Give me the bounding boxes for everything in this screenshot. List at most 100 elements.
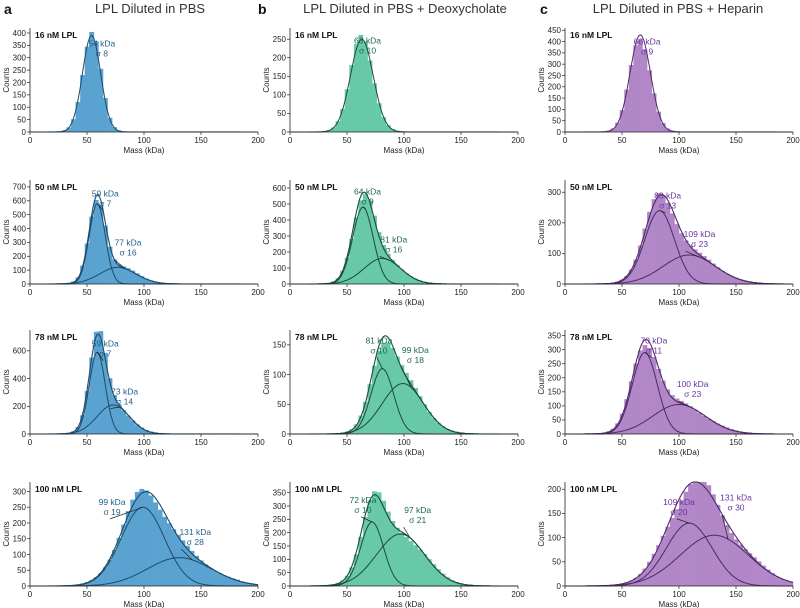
histogram-bar [148, 280, 154, 284]
panel-letter-c: c [540, 1, 548, 17]
histogram-bar [235, 579, 241, 586]
histogram-bar [139, 488, 145, 586]
histogram-bar [349, 567, 355, 586]
x-tick-label: 50 [83, 590, 92, 599]
y-tick-label: 250 [13, 503, 27, 512]
histogram-bar [180, 540, 186, 586]
y-tick-label: 150 [548, 94, 562, 103]
histogram-bar [701, 416, 707, 434]
gaussian-fit-curve [30, 34, 258, 133]
y-tick-label: 50 [17, 115, 26, 124]
histogram-bar [656, 368, 662, 434]
histogram-bar [381, 117, 387, 132]
annotation-leader-line [676, 518, 690, 524]
histogram-bar [130, 499, 136, 586]
histogram-bar [107, 378, 113, 434]
histogram-bar [697, 482, 703, 586]
panel-b: b LPL Diluted in PBS + Deoxycholate 0 50 100… [258, 1, 525, 608]
histogram-bar [367, 384, 373, 434]
x-tick-label: 200 [511, 590, 525, 599]
x-tick-label: 0 [288, 136, 293, 145]
histogram-bar [134, 273, 140, 284]
histogram-bar [738, 431, 744, 434]
x-tick-label: 100 [137, 590, 151, 599]
y-tick-label: 100 [548, 533, 562, 542]
y-tick-label: 100 [273, 370, 287, 379]
peak-sigma-label: σ 23 [691, 239, 708, 249]
peak-sigma-label: σ 13 [659, 201, 676, 211]
histogram-bar [647, 561, 652, 586]
histogram-bar [226, 576, 231, 586]
histogram-bar [783, 580, 789, 586]
peak-mass-label: 59 kDa [92, 189, 119, 199]
histogram-bar [647, 347, 652, 434]
y-axis-label: Counts [537, 219, 546, 244]
histogram-bar [358, 200, 364, 284]
peak-sigma-label: σ 14 [116, 396, 133, 406]
histogram-bar [747, 281, 753, 284]
histogram-bar [435, 569, 441, 586]
peak-mass-label: 131 kDa [179, 527, 211, 537]
histogram-a-4: 0 50 100 150 200 250 300 0 50 100 150 200 Mass (kDa)… [2, 482, 265, 608]
histogram-bar [404, 536, 409, 586]
histogram-bar [770, 573, 776, 586]
y-tick-label: 50 [552, 558, 561, 567]
histogram-bar [394, 356, 400, 434]
histogram-bar [656, 111, 662, 132]
annotation-leader-line [362, 206, 366, 209]
histogram-bar [75, 427, 81, 434]
histogram-bar [701, 482, 707, 586]
peak-sigma-label: σ 16 [385, 244, 402, 254]
histogram-bar [372, 365, 377, 434]
y-tick-label: 500 [273, 200, 287, 209]
y-axis-label: Counts [262, 219, 271, 244]
histogram-bar [134, 491, 140, 586]
y-tick-label: 400 [13, 224, 27, 233]
peak-mass-label: 131 kDa [720, 493, 752, 503]
histogram-bar [651, 199, 657, 284]
histogram-bar [742, 549, 748, 586]
y-tick-label: 100 [273, 555, 287, 564]
histogram-bar [376, 232, 382, 284]
x-tick-label: 50 [618, 438, 627, 447]
histogram-bar [390, 259, 396, 284]
y-axis-label: Counts [262, 521, 271, 546]
y-tick-label: 150 [13, 91, 27, 100]
histogram-bar [253, 584, 259, 586]
histogram-bar [426, 411, 432, 434]
histogram-bar [372, 83, 377, 132]
histogram-b-3: 0 50 100 150 0 50 100 150 200 Mass (kDa) Counts 78 … [262, 330, 525, 457]
y-tick-label: 100 [548, 105, 562, 114]
histogram-bar [80, 265, 86, 284]
histogram-bar [112, 127, 117, 132]
x-tick-label: 100 [397, 438, 411, 447]
histogram-bar [399, 532, 405, 586]
x-tick-label: 200 [786, 590, 800, 599]
histogram-bar [98, 204, 104, 284]
x-axis-label: Mass (kDa) [659, 448, 700, 457]
x-tick-label: 200 [251, 438, 265, 447]
peak-mass-label: 59 kDa [92, 339, 119, 349]
histogram-bar [642, 49, 648, 133]
peak-sigma-label: σ 11 [646, 346, 663, 356]
x-tick-label: 100 [672, 136, 686, 145]
histogram-bar [367, 200, 373, 284]
histogram-bar [372, 215, 377, 284]
histogram-c-1: 0 50 100 150 200 250 300 350 400 450 0 50 100 150 200 M… [537, 26, 800, 155]
histogram-bar [98, 68, 104, 132]
peak-sigma-label: σ 7 [99, 199, 112, 209]
histogram-bar [408, 276, 414, 284]
histogram-bar [116, 264, 122, 284]
histogram-bar [729, 533, 735, 586]
peak-sigma-label: σ 28 [187, 537, 204, 547]
histogram-bar [185, 545, 190, 586]
y-tick-label: 0 [282, 128, 287, 137]
histogram-bar [207, 567, 213, 586]
histogram-bar [619, 110, 625, 132]
x-tick-label: 100 [397, 136, 411, 145]
x-tick-label: 50 [343, 136, 352, 145]
peak-sigma-label: σ 19 [104, 507, 121, 517]
x-tick-label: 50 [83, 438, 92, 447]
histogram-bar [669, 213, 675, 284]
histogram-b-4: 0 50 100 150 200 250 300 350 0 50 100 150 200 Mass (k… [262, 482, 525, 608]
